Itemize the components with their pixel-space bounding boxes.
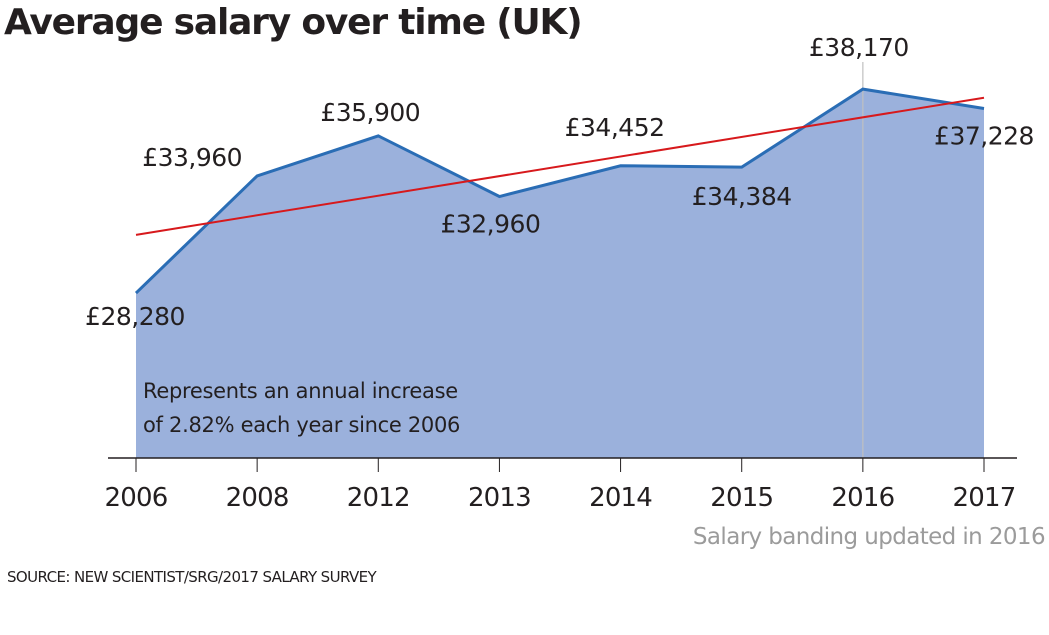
x-tick-label-2012: 2012 [347,483,410,513]
x-tick-label-2008: 2008 [226,483,289,513]
data-label-2015: £34,384 [692,182,792,211]
salary-area-fill [136,89,984,458]
data-label-2006: £28,280 [85,302,185,331]
banding-note: Salary banding updated in 2016 [692,524,1046,550]
x-tick-label-2017: 2017 [953,483,1016,513]
x-tick-label-2016: 2016 [831,483,894,513]
annual-increase-annotation-line-1: Represents an annual increase [143,379,458,403]
chart-title: Average salary over time (UK) [4,2,583,43]
source-credit: SOURCE: NEW SCIENTIST/SRG/2017 SALARY SU… [7,568,377,586]
x-tick-label-2013: 2013 [468,483,531,513]
x-tick-label-2006: 2006 [105,483,168,513]
salary-line [134,87,985,295]
trend-line [135,96,985,236]
data-label-2013: £32,960 [440,210,540,239]
data-label-2012: £35,900 [320,98,420,127]
x-tick-label-2014: 2014 [589,483,652,513]
annual-increase-annotation-line-2: of 2.82% each year since 2006 [143,413,460,437]
data-label-2014: £34,452 [565,113,665,142]
data-label-2017: £37,228 [934,122,1034,151]
data-label-2008: £33,960 [142,143,242,172]
x-tick-label-2015: 2015 [710,483,773,513]
data-label-2016: £38,170 [809,33,909,62]
